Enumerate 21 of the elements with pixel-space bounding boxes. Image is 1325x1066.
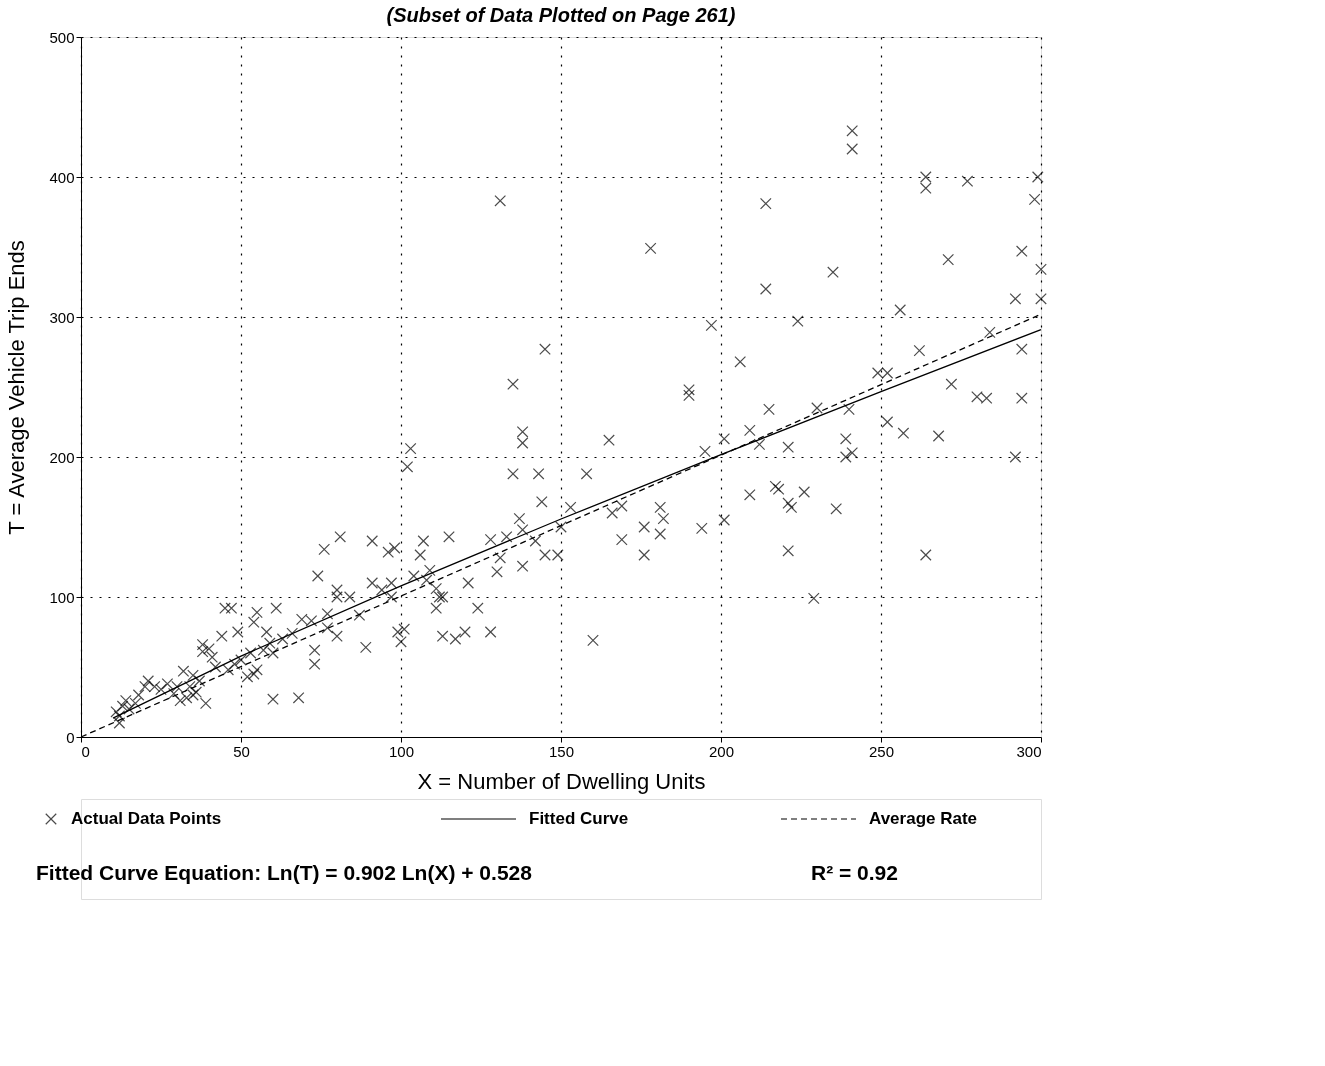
- y-tick-label: 500: [49, 28, 75, 46]
- y-tick-label: 0: [66, 728, 75, 746]
- x-tick-label: 150: [548, 742, 575, 760]
- text: Fitted Curve Equation: Ln(T) = 0.902 Ln(X) + 0.528: [36, 861, 533, 884]
- legend-label: Actual Data Points: [71, 809, 222, 828]
- x-tick-label: 50: [233, 742, 250, 760]
- x-tick-label: 100: [388, 742, 415, 760]
- x-axis-title: X = Number of Dwelling Units: [417, 768, 706, 794]
- y-tick-label: 300: [49, 308, 75, 326]
- x-tick-label: 300: [1016, 742, 1042, 760]
- y-tick-label: 100: [49, 588, 75, 606]
- text: R² = 0.92: [811, 861, 898, 884]
- legend-label: Average Rate: [869, 809, 978, 828]
- x-tick-label: 200: [708, 742, 735, 760]
- x-tick-label: 250: [868, 742, 895, 760]
- x-tick-label: 0: [81, 742, 90, 760]
- legend-label: Fitted Curve: [529, 809, 629, 828]
- y-tick-label: 400: [49, 168, 75, 186]
- y-axis-title: T = Average Vehicle Trip Ends: [4, 240, 30, 535]
- chart-title: (Subset of Data Plotted on Page 261): [386, 4, 736, 26]
- y-tick-label: 200: [49, 448, 75, 466]
